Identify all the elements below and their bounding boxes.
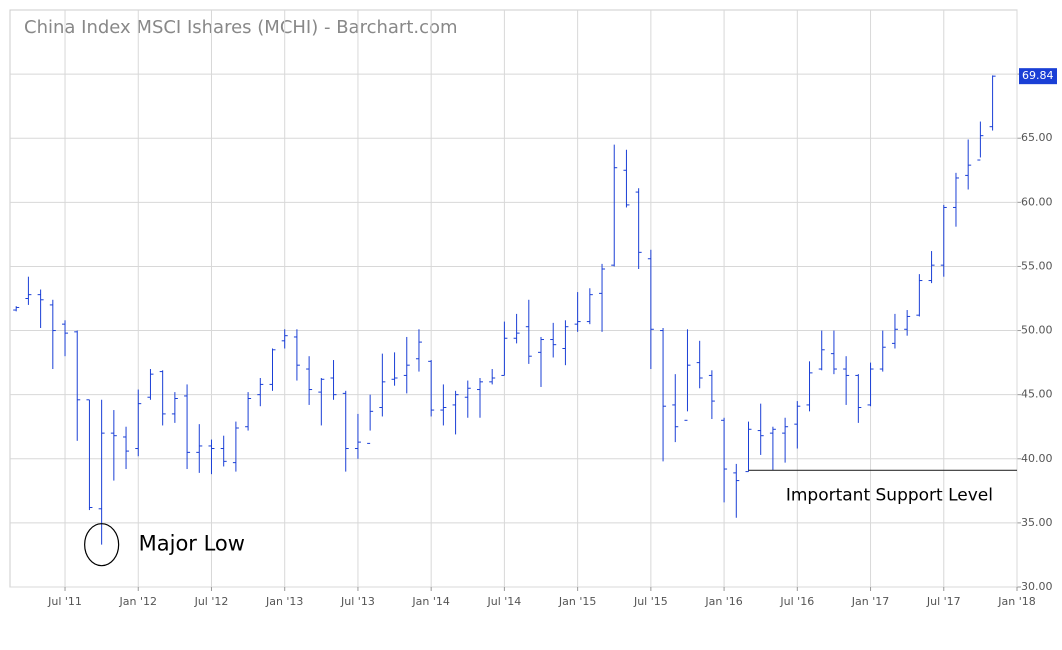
y-tick-label: 40.00 bbox=[1021, 452, 1053, 465]
x-tick-label: Jan '14 bbox=[411, 595, 449, 608]
y-tick-label: 60.00 bbox=[1021, 195, 1053, 208]
y-tick-label: 45.00 bbox=[1021, 388, 1053, 401]
x-tick-label: Jan '12 bbox=[119, 595, 157, 608]
x-tick-label: Jan '15 bbox=[558, 595, 596, 608]
chart-title: China Index MSCI Ishares (MCHI) - Barcha… bbox=[24, 17, 458, 38]
x-tick-label: Jan '13 bbox=[265, 595, 303, 608]
x-tick-label: Jan '16 bbox=[704, 595, 742, 608]
y-tick-label: 65.00 bbox=[1021, 131, 1053, 144]
x-tick-label: Jul '14 bbox=[486, 595, 521, 608]
x-tick-label: Jul '16 bbox=[779, 595, 814, 608]
annotation-text: Major Low bbox=[139, 532, 245, 556]
y-tick-label: 50.00 bbox=[1021, 324, 1053, 337]
annotation-text: Important Support Level bbox=[786, 485, 993, 505]
x-tick-label: Jul '13 bbox=[340, 595, 375, 608]
x-tick-label: Jan '17 bbox=[851, 595, 889, 608]
last-price-box bbox=[1019, 68, 1057, 85]
y-tick-label: 35.00 bbox=[1021, 516, 1053, 529]
x-tick-label: Jul '11 bbox=[47, 595, 82, 608]
x-tick-label: Jan '18 bbox=[997, 595, 1035, 608]
last-price-label: 69.84 bbox=[1022, 69, 1054, 82]
x-tick-label: Jul '17 bbox=[926, 595, 961, 608]
annotation-circle bbox=[84, 523, 120, 567]
y-tick-label: 30.00 bbox=[1021, 580, 1053, 593]
x-tick-label: Jul '12 bbox=[194, 595, 229, 608]
x-tick-label: Jul '15 bbox=[633, 595, 668, 608]
y-tick-label: 55.00 bbox=[1021, 259, 1053, 272]
